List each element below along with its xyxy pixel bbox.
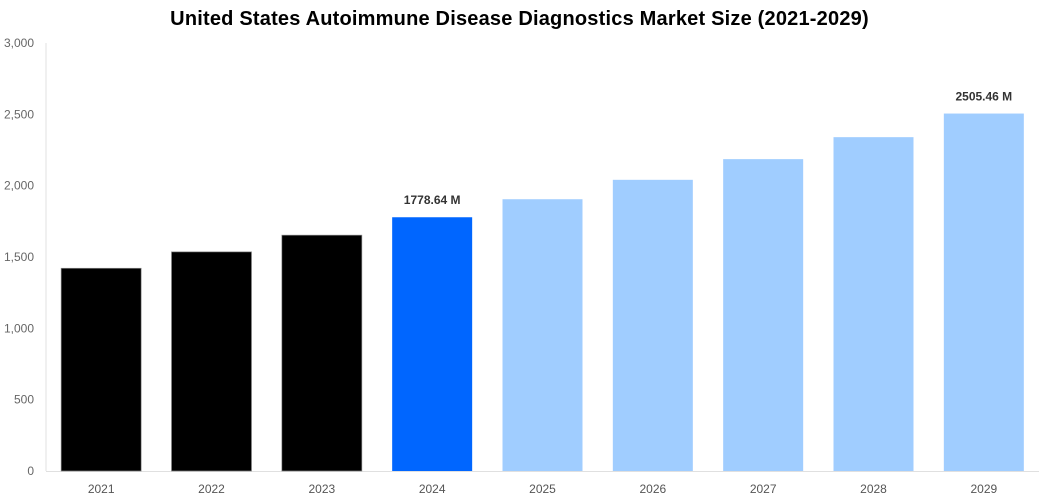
data-label-2024: 1778.64 M [404,193,461,207]
y-tick-label: 0 [27,464,34,478]
y-tick-label: 2,500 [4,107,34,121]
x-tick-label: 2029 [970,482,997,496]
chart-title: United States Autoimmune Disease Diagnos… [170,8,869,30]
y-tick-label: 500 [14,393,34,407]
bar-2026 [612,179,693,472]
y-tick-label: 2,000 [4,179,34,193]
bar-2027 [723,159,804,471]
x-tick-label: 2025 [529,482,556,496]
bar-2021 [60,267,142,472]
y-tick-label: 1,000 [4,321,34,335]
data-label-2029: 2505.46 M [955,90,1012,104]
bar-2022 [171,251,252,472]
bar-2024 [392,217,473,471]
bar-2023 [281,234,363,472]
x-tick-label: 2026 [639,482,666,496]
x-tick-label: 2023 [308,482,335,496]
bar-2028 [833,137,914,471]
x-tick-label: 2022 [198,482,225,496]
x-tick-label: 2028 [860,482,887,496]
y-tick-label: 1,500 [4,250,34,264]
bar-2029 [943,113,1024,471]
y-tick-label: 3,000 [4,36,34,50]
x-tick-label: 2027 [750,482,777,496]
x-tick-label: 2024 [419,482,446,496]
bar-2025 [502,199,583,471]
x-tick-label: 2021 [88,482,115,496]
